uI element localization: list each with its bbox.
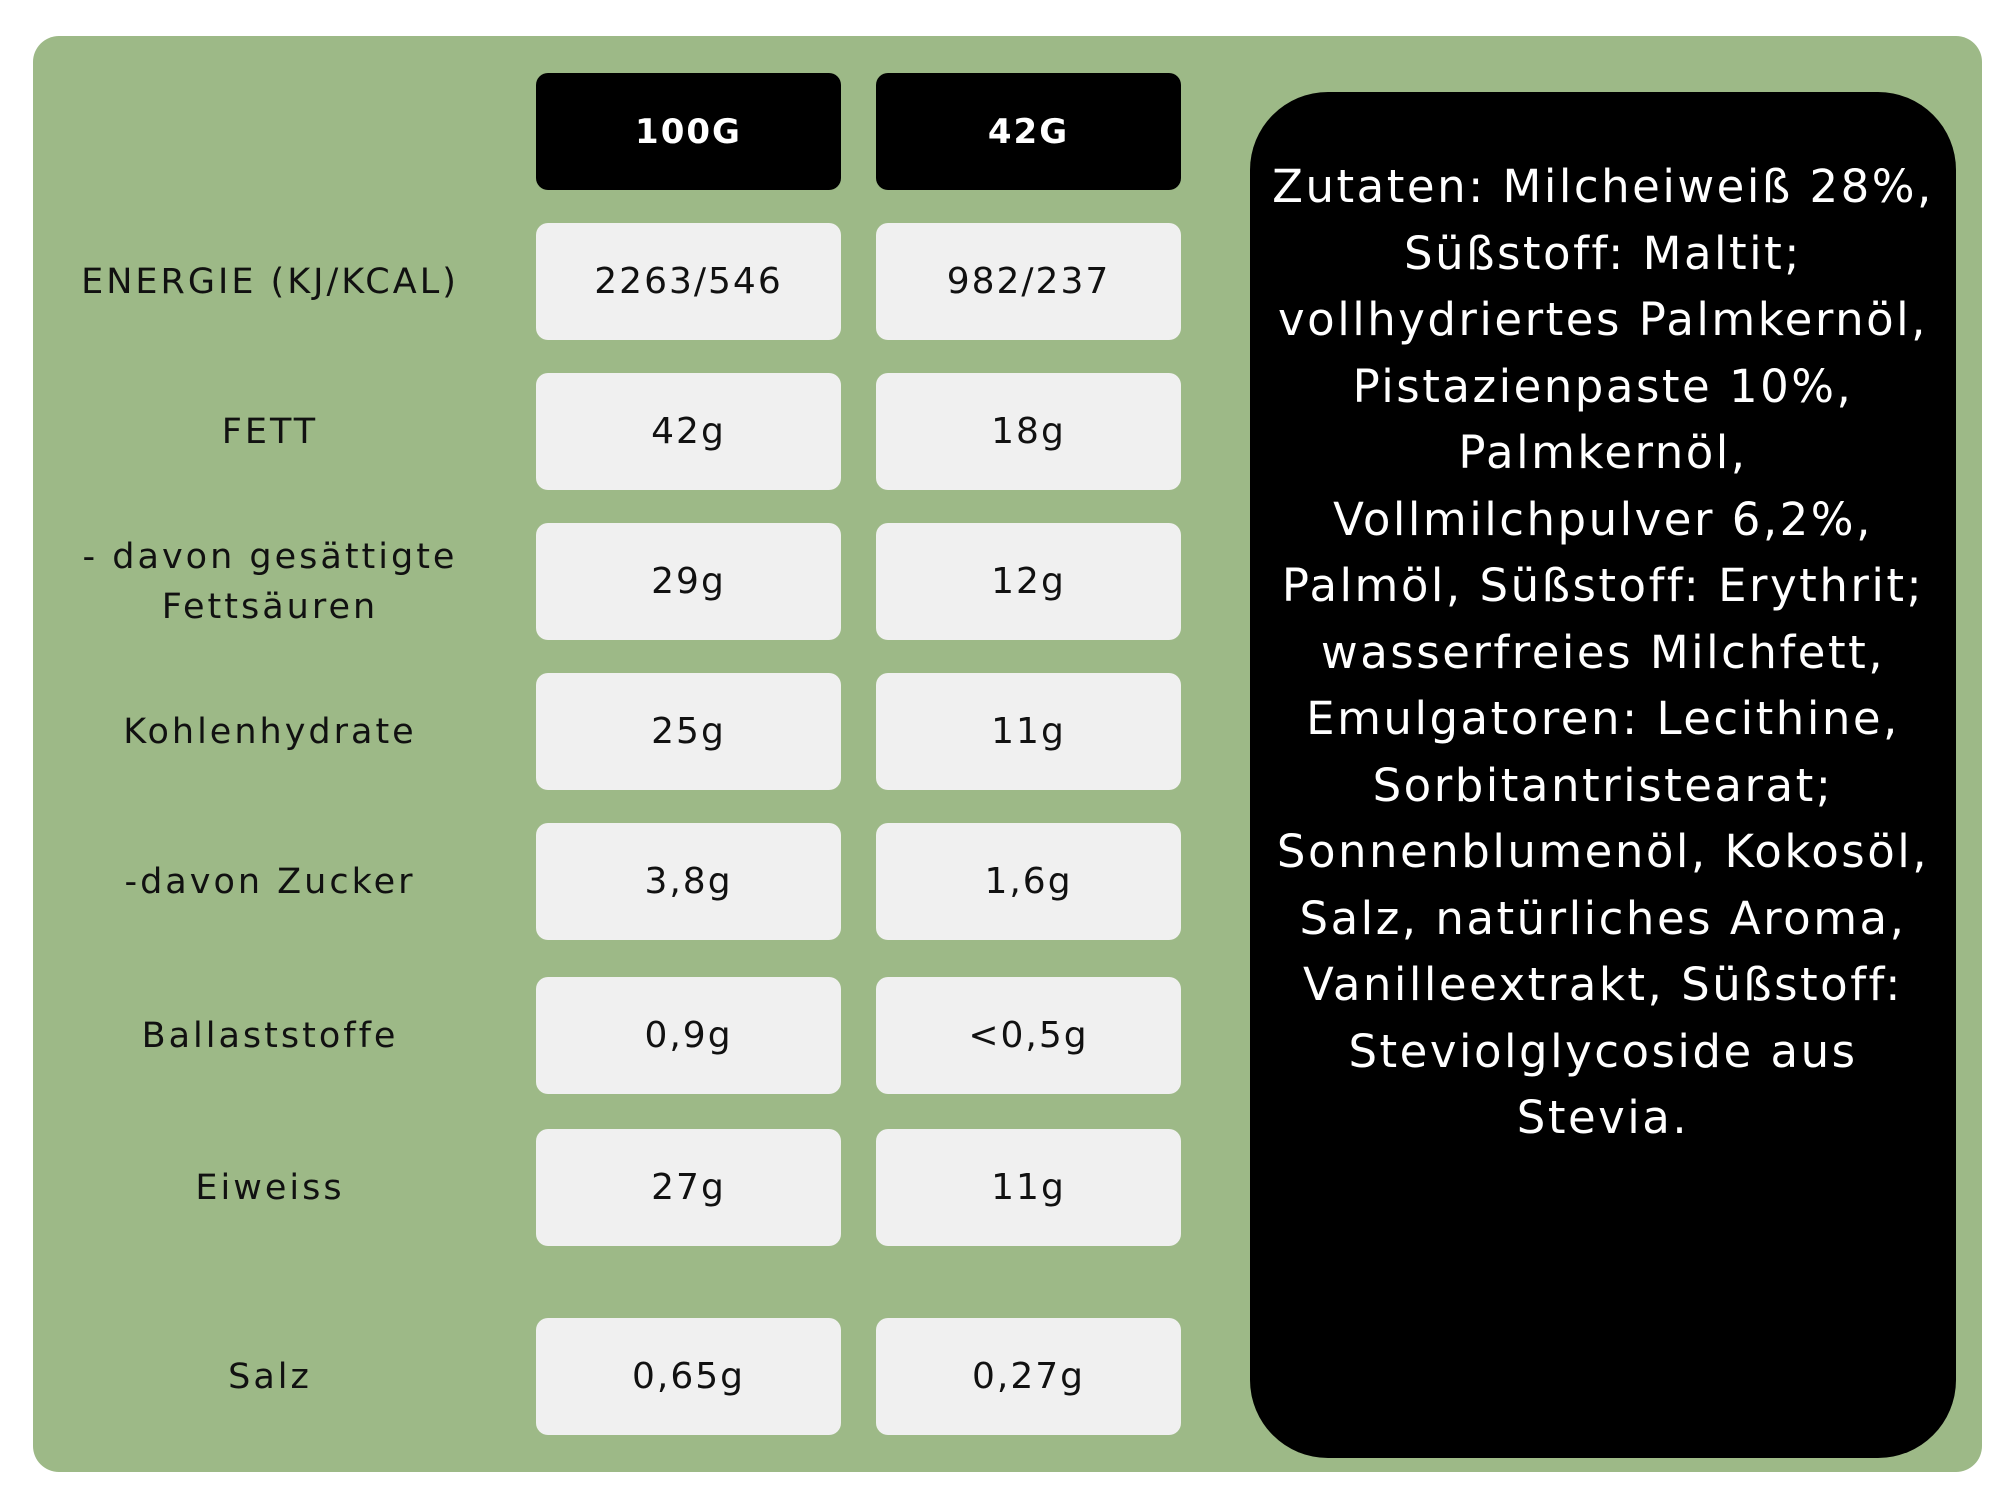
value-42g-kohlenhydrate: 11g [876, 673, 1181, 790]
value-100g-eiweiss: 27g [536, 1129, 841, 1246]
header-100g: 100G [536, 73, 841, 190]
value-42g-fett: 18g [876, 373, 1181, 490]
header-42g: 42G [876, 73, 1181, 190]
row-label-salz: Salz [228, 1356, 312, 1397]
value-100g-fett: 42g [536, 373, 841, 490]
value-42g-eiweiss: 11g [876, 1129, 1181, 1246]
ingredients-box: Zutaten: Milcheiweiß 28%, Süßstoff: Malt… [1250, 92, 1956, 1458]
row-label-kohlenhydrate: Kohlenhydrate [123, 711, 417, 752]
value-42g-zucker: 1,6g [876, 823, 1181, 940]
row-label-energie: ENERGIE (KJ/KCAL) [81, 261, 459, 302]
value-42g-ballaststoffe: <0,5g [876, 977, 1181, 1094]
row-label-gesaettigte-fettsaeuren: - davon gesättigte Fettsäuren [82, 536, 458, 627]
value-42g-energie: 982/237 [876, 223, 1181, 340]
value-100g-energie: 2263/546 [536, 223, 841, 340]
ingredients-text: Zutaten: Milcheiweiß 28%, Süßstoff: Malt… [1272, 160, 1934, 1144]
value-100g-salz: 0,65g [536, 1318, 841, 1435]
value-100g-ballaststoffe: 0,9g [536, 977, 841, 1094]
value-100g-kohlenhydrate: 25g [536, 673, 841, 790]
value-100g-gesaettigte: 29g [536, 523, 841, 640]
row-label-ballaststoffe: Ballaststoffe [141, 1015, 399, 1056]
value-42g-salz: 0,27g [876, 1318, 1181, 1435]
row-label-zucker: -davon Zucker [124, 861, 416, 902]
value-100g-zucker: 3,8g [536, 823, 841, 940]
row-label-eiweiss: Eiweiss [195, 1167, 345, 1208]
row-label-fett: FETT [221, 411, 319, 452]
value-42g-gesaettigte: 12g [876, 523, 1181, 640]
